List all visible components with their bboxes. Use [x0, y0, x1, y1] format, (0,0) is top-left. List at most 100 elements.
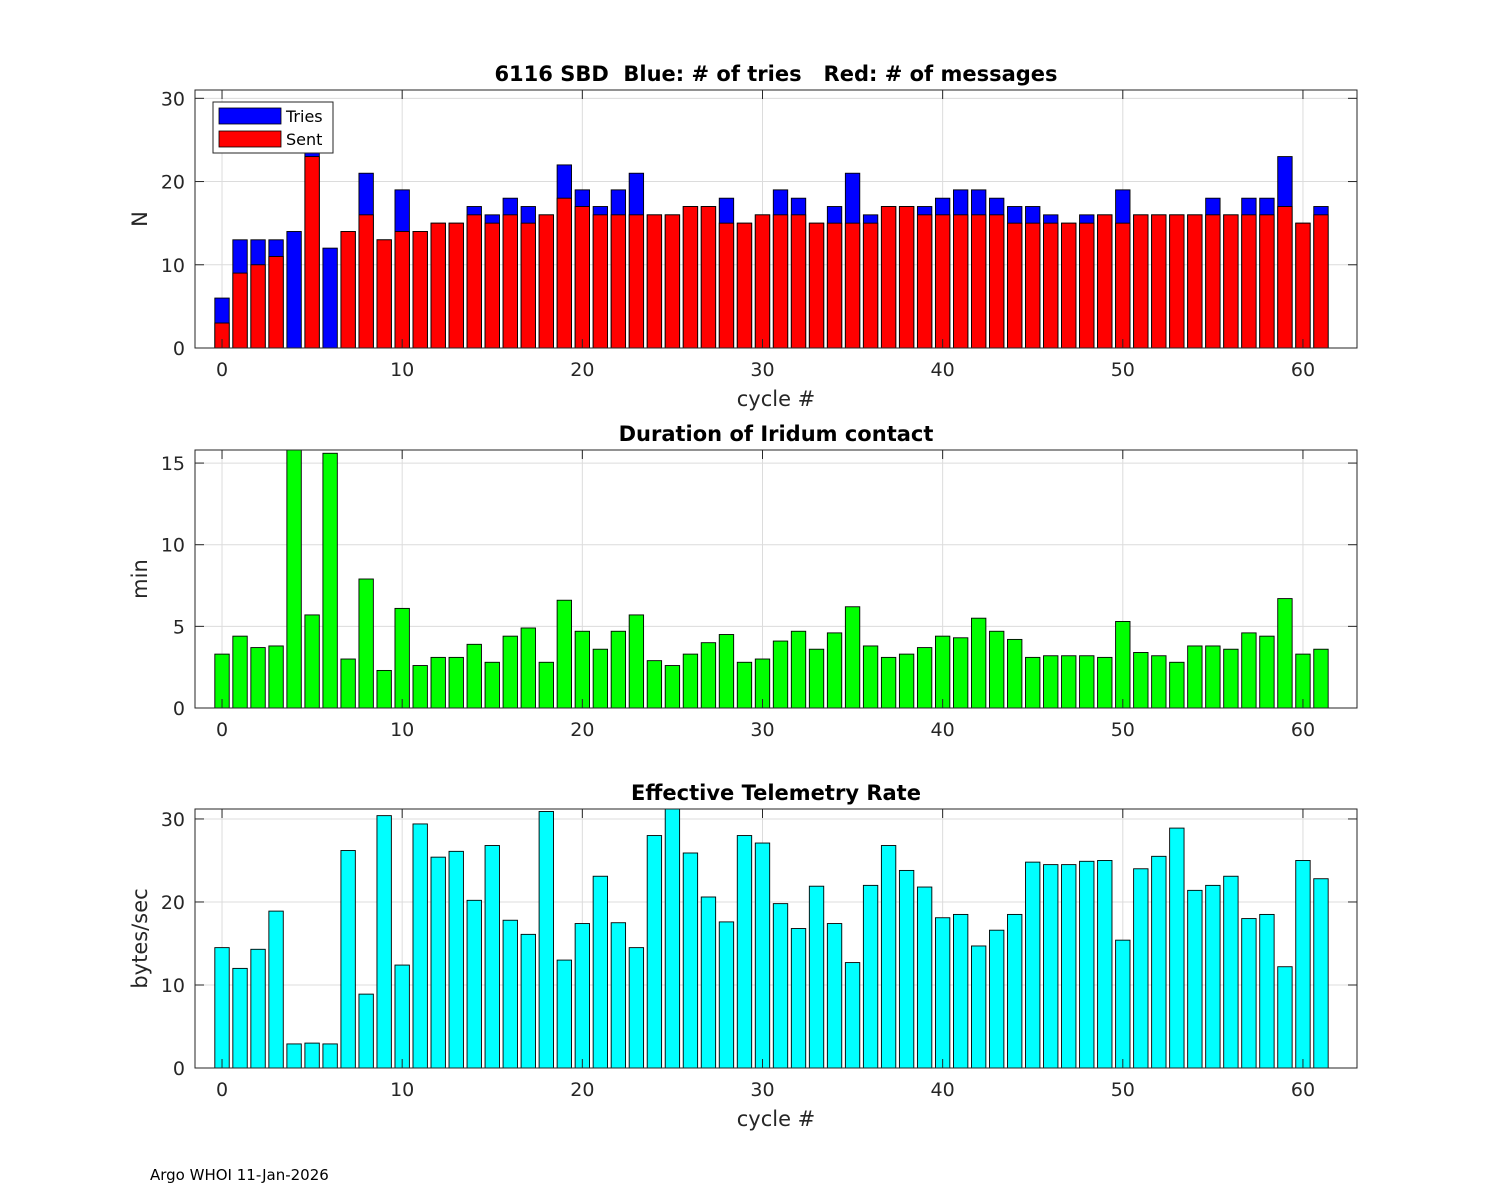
x-tick-label: 40 [931, 1079, 955, 1101]
bar [1115, 939, 1131, 1069]
bar [898, 206, 915, 349]
bar [232, 967, 248, 1069]
bar [1007, 222, 1023, 349]
legend-swatch-tries [218, 107, 282, 125]
bar [484, 661, 500, 709]
bar [592, 648, 609, 709]
bar [358, 214, 374, 349]
bar [286, 231, 302, 349]
bar [1241, 918, 1257, 1069]
bar [736, 222, 753, 349]
bar [1169, 214, 1185, 349]
bar [466, 214, 482, 349]
x-tick-label: 50 [1111, 719, 1135, 741]
bar [340, 658, 356, 709]
bar [772, 903, 789, 1069]
x-tick-label: 40 [931, 359, 955, 381]
bar [1205, 214, 1221, 349]
bar [971, 617, 987, 709]
bar [934, 635, 951, 709]
bar [826, 632, 843, 709]
bar [1223, 214, 1239, 349]
y-tick-label: 0 [173, 698, 185, 720]
bar [700, 642, 717, 709]
bar [574, 630, 590, 709]
bar [610, 922, 627, 1069]
bar [989, 214, 1005, 349]
bar [484, 845, 500, 1069]
bar [664, 214, 681, 349]
bar [1277, 206, 1293, 349]
bar [790, 630, 807, 709]
y-tick-label: 10 [161, 255, 185, 277]
footer-stamp: Argo WHOI 11-Jan-2026 [150, 1166, 329, 1184]
bar [592, 875, 609, 1069]
bar [1205, 645, 1221, 709]
bar [610, 214, 627, 349]
x-tick-label: 10 [390, 1079, 414, 1101]
series-duration [214, 449, 1329, 709]
bar [214, 947, 230, 1069]
x-tick-label: 60 [1291, 719, 1315, 741]
bar [1061, 864, 1077, 1069]
bar [376, 239, 392, 349]
bar [808, 648, 825, 709]
x-tick-label: 30 [750, 719, 774, 741]
x-tick-label: 20 [570, 1079, 594, 1101]
y-axis-label: N [128, 211, 152, 227]
x-tick-label: 10 [390, 359, 414, 381]
bar [971, 945, 987, 1069]
bar [1169, 827, 1185, 1069]
x-tick-label: 60 [1291, 359, 1315, 381]
bar [953, 913, 969, 1069]
y-tick-label: 10 [161, 975, 185, 997]
bar [1097, 214, 1113, 349]
bar [502, 919, 518, 1069]
bar [1133, 868, 1149, 1069]
chart-panel-1: 0 10 20 30 40 50 60 0 10 20 30 6116 SBD Blue: # of … [128, 62, 1358, 411]
bar [1205, 884, 1221, 1069]
y-tick-label: 30 [161, 809, 185, 831]
bar [754, 214, 771, 349]
bar [628, 214, 645, 349]
bar [520, 627, 536, 709]
bar [1079, 655, 1095, 709]
bar [898, 869, 915, 1069]
chart-panel-3: 0 10 20 30 40 50 60 0 10 20 30 Effective Telemetry … [128, 781, 1358, 1131]
bar [376, 669, 392, 709]
x-tick-label: 20 [570, 719, 594, 741]
bar [1115, 222, 1131, 349]
bar [628, 947, 645, 1069]
bar [700, 206, 717, 349]
bar [646, 835, 663, 1069]
axes-box [194, 808, 1358, 1069]
bar [790, 214, 807, 349]
bar [394, 607, 410, 709]
bar [1097, 656, 1113, 709]
bar [880, 206, 897, 349]
bar [412, 231, 428, 349]
bar [448, 850, 464, 1069]
bar [502, 214, 518, 349]
bar [934, 917, 951, 1069]
bar [394, 231, 410, 349]
bar [1061, 655, 1077, 709]
bar [538, 661, 554, 709]
bar [826, 923, 843, 1069]
bar [808, 885, 825, 1069]
legend-swatch-sent [218, 130, 282, 148]
bar [1115, 621, 1131, 709]
bar [322, 247, 338, 349]
bar [1187, 214, 1203, 349]
bar [646, 660, 663, 709]
bar [340, 231, 356, 349]
bar [718, 222, 735, 349]
bar [268, 910, 284, 1069]
bar [1133, 214, 1149, 349]
bar [538, 811, 554, 1069]
bar [916, 886, 933, 1069]
bar [628, 614, 645, 709]
bar [916, 214, 933, 349]
bar [1277, 598, 1293, 709]
